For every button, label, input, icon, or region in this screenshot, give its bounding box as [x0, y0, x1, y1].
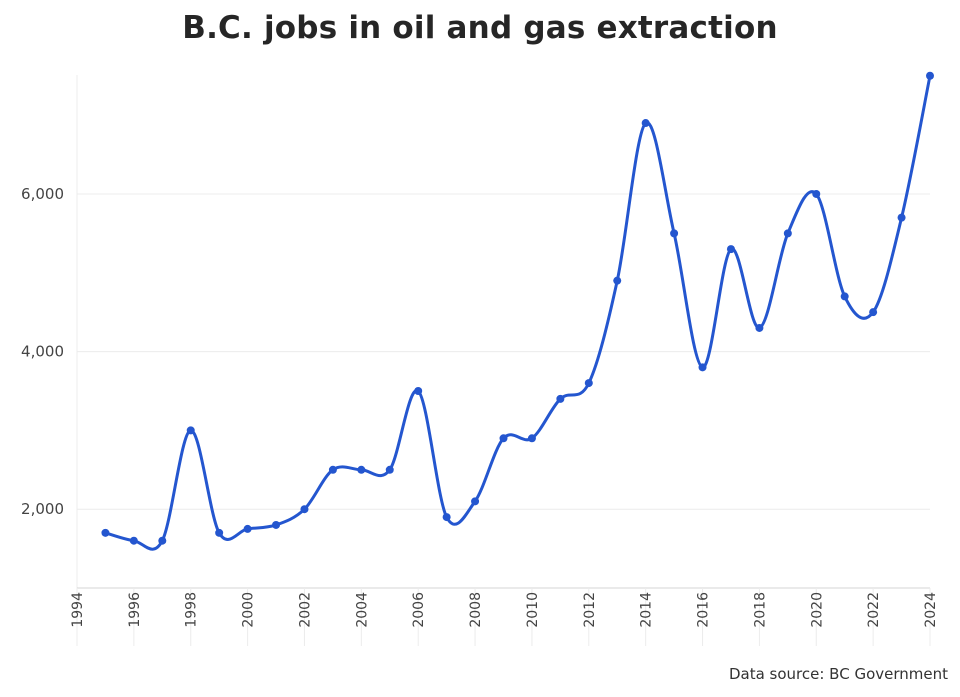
x-tick-label: 2008 — [468, 592, 484, 628]
series-layer — [103, 74, 932, 551]
data-point — [869, 308, 878, 317]
x-tick-label: 2014 — [639, 592, 655, 628]
y-tick-label: 2,000 — [21, 500, 64, 518]
x-tick-label: 2024 — [923, 592, 939, 628]
data-point — [101, 528, 110, 537]
x-axis-ticks: 1994 1996 1998 2000 2002 2004 2006 2008 2010 2012… — [70, 592, 939, 628]
x-tick-label: 2004 — [354, 592, 370, 628]
data-point — [215, 528, 224, 537]
data-point — [783, 229, 792, 238]
x-tick-label: 1994 — [70, 592, 86, 628]
data-point — [698, 363, 707, 372]
chart-title: B.C. jobs in oil and gas extraction — [182, 10, 778, 46]
x-tick-label: 2006 — [411, 592, 427, 628]
x-tick-label: 2018 — [752, 592, 768, 628]
data-point — [926, 71, 934, 80]
data-point — [584, 379, 593, 388]
data-point — [726, 245, 735, 254]
y-axis-ticks: 2,000 4,000 6,000 — [21, 185, 64, 518]
x-tick-label: 2012 — [582, 592, 598, 628]
x-tick-label: 1998 — [184, 592, 200, 628]
data-point — [613, 276, 622, 285]
x-tick-label: 2010 — [525, 592, 541, 628]
x-tick-label: 2020 — [809, 592, 825, 628]
data-point — [414, 386, 423, 395]
data-point — [272, 520, 281, 529]
data-point — [442, 513, 451, 522]
data-point — [755, 323, 764, 332]
data-point — [641, 119, 650, 128]
x-tick-label: 2002 — [297, 592, 313, 628]
data-point — [897, 213, 906, 222]
x-axis — [76, 587, 931, 646]
data-point — [357, 465, 366, 474]
series-line — [103, 74, 932, 551]
data-point — [300, 505, 309, 514]
data-point — [670, 229, 679, 238]
data-point — [527, 434, 536, 443]
data-point — [129, 536, 138, 545]
data-point — [186, 426, 195, 435]
data-point — [556, 394, 565, 403]
data-point — [840, 292, 849, 301]
x-tick-label: 2000 — [241, 592, 257, 628]
data-point — [812, 189, 821, 198]
data-point — [499, 434, 508, 443]
data-points — [101, 71, 934, 545]
data-point — [243, 524, 252, 533]
data-point — [328, 465, 337, 474]
data-point — [158, 536, 167, 545]
data-point — [471, 497, 480, 506]
grid-lines — [76, 75, 930, 588]
x-tick-label: 2022 — [866, 592, 882, 628]
x-tick-label: 2016 — [696, 592, 712, 628]
y-tick-label: 6,000 — [21, 185, 64, 203]
y-tick-label: 4,000 — [21, 343, 64, 361]
data-point — [385, 465, 394, 474]
source-note: Data source: BC Government — [728, 665, 948, 683]
x-tick-label: 1996 — [127, 592, 143, 628]
